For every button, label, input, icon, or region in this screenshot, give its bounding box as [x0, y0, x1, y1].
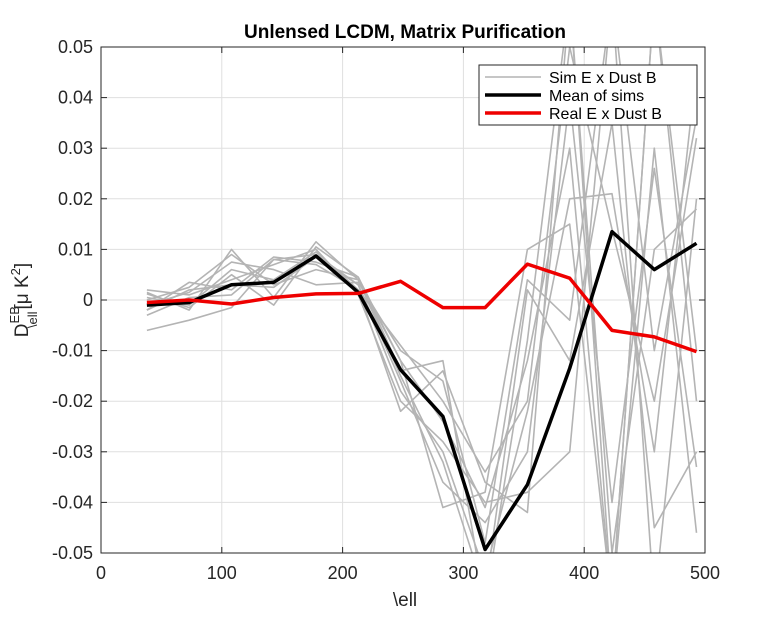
y-tick-label: -0.02: [52, 391, 93, 411]
y-label-units-close: ]: [12, 263, 33, 268]
x-tick-label: 500: [690, 563, 720, 583]
y-tick-label: 0.03: [58, 138, 93, 158]
sim-series-line: [146, 147, 698, 553]
x-tick-label: 400: [569, 563, 599, 583]
x-axis-label: \ell: [393, 590, 417, 611]
y-tick-label: 0.02: [58, 189, 93, 209]
axis-ticks: 0 100 200 300 400 500 -0.05 -0.04 -0.03 -0.02 -0.0…: [52, 37, 720, 583]
y-label-symbol: D: [12, 323, 33, 337]
y-tick-label: -0.03: [52, 442, 93, 462]
x-tick-label: 100: [207, 563, 237, 583]
y-tick-label: 0.05: [58, 37, 93, 57]
mean-series-line: [146, 229, 698, 552]
y-label-super: EB: [7, 306, 22, 323]
sim-series-line: [146, 47, 698, 544]
series-lines: [146, 47, 698, 553]
y-tick-label: 0.01: [58, 239, 93, 259]
chart-title: Unlensed LCDM, Matrix Purification: [244, 22, 566, 43]
svg-text:DEB\ell[μ K2]: DEB \ell[μ K2]: [7, 263, 40, 337]
legend-label: Sim E x Dust B: [549, 70, 657, 87]
real-series-line: [146, 262, 698, 354]
y-tick-label: -0.01: [52, 341, 93, 361]
y-tick-label: 0: [83, 290, 93, 310]
x-tick-label: 0: [96, 563, 106, 583]
x-tick-label: 200: [328, 563, 358, 583]
y-label-units: [μ K: [12, 275, 33, 310]
y-tick-label: -0.05: [52, 543, 93, 563]
y-label-sub: \ell: [25, 311, 40, 328]
legend-label: Real E x Dust B: [549, 106, 662, 123]
sim-series-line: [146, 47, 698, 473]
x-tick-label: 300: [448, 563, 478, 583]
y-label-units-super: 2: [8, 268, 23, 275]
y-axis-label: DEB \ell[μ K2]: [7, 263, 40, 337]
y-tick-label: 0.04: [58, 88, 93, 108]
y-tick-label: -0.04: [52, 492, 93, 512]
legend-label: Mean of sims: [549, 88, 644, 105]
sim-series-line: [146, 122, 698, 553]
